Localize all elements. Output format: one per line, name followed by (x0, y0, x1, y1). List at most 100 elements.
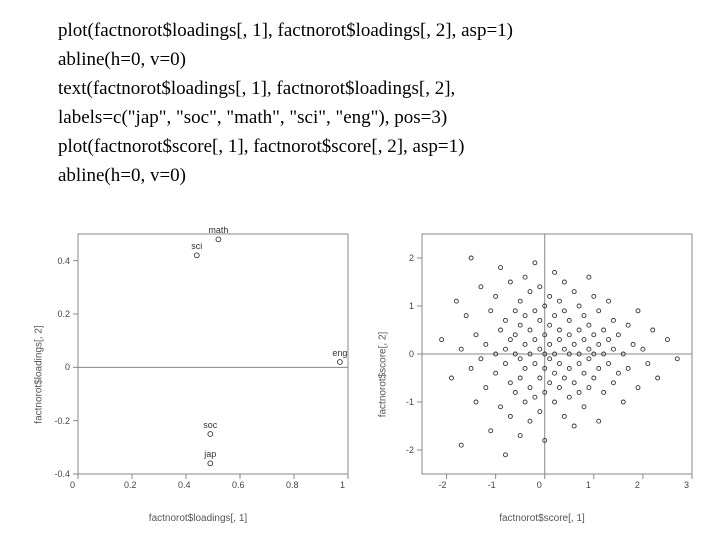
scatter-point (597, 309, 601, 313)
scatter-point (557, 299, 561, 303)
scatter-point (607, 362, 611, 366)
scatter-point (494, 371, 498, 375)
scatter-point (479, 357, 483, 361)
scatter-point (440, 338, 444, 342)
scatter-point (523, 314, 527, 318)
scatter-point (508, 338, 512, 342)
scatter-point (582, 314, 586, 318)
scatter-point (208, 432, 213, 437)
scatter-point (577, 328, 581, 332)
scatter-point (641, 347, 645, 351)
scatter-point (572, 290, 576, 294)
scatter-point (597, 419, 601, 423)
scatter-point (503, 362, 507, 366)
scatter-point (577, 362, 581, 366)
scatter-point (489, 429, 493, 433)
scatter-point (592, 294, 596, 298)
scatter-point (533, 395, 537, 399)
scatter-point (582, 405, 586, 409)
scatter-point (587, 386, 591, 390)
scatter-point (464, 314, 468, 318)
scatter-point (626, 323, 630, 327)
scatter-point (533, 362, 537, 366)
scatter-point (533, 261, 537, 265)
scatter-point (479, 285, 483, 289)
scatter-point (538, 410, 542, 414)
scatter-point (538, 318, 542, 322)
scatter-point (484, 386, 488, 390)
scatter-point (528, 290, 532, 294)
scatter-point (577, 390, 581, 394)
scatter-point (449, 376, 453, 380)
scatter-point (597, 366, 601, 370)
scatter-point (557, 338, 561, 342)
scatter-point (548, 323, 552, 327)
scatter-point (474, 400, 478, 404)
scatter-point (616, 333, 620, 337)
scatter-point (587, 323, 591, 327)
scatter-point (508, 414, 512, 418)
scatter-point (489, 309, 493, 313)
scores-xlabel: factnorot$score[, 1] (374, 513, 710, 524)
scatter-point (533, 309, 537, 313)
loadings-scatter-chart: factnorot$loadings[, 2] factnorot$loadin… (30, 224, 366, 524)
code-line: abline(h=0, v=0) (58, 45, 678, 74)
code-line: text(factnorot$loadings[, 1], factnorot$… (58, 74, 678, 103)
scatter-point (538, 376, 542, 380)
scatter-point (528, 328, 532, 332)
scatter-point (528, 386, 532, 390)
scatter-point (587, 275, 591, 279)
scatter-point (538, 285, 542, 289)
scatter-point (636, 386, 640, 390)
scatter-point (548, 294, 552, 298)
code-line: plot(factnorot$loadings[, 1], factnorot$… (58, 16, 678, 45)
scatter-point (646, 362, 650, 366)
scatter-point (518, 434, 522, 438)
scatter-point (553, 314, 557, 318)
scatter-point (665, 338, 669, 342)
scatter-point (216, 237, 221, 242)
scatter-point (562, 280, 566, 284)
scatter-point (587, 357, 591, 361)
scatter-point (553, 400, 557, 404)
scatter-point (572, 424, 576, 428)
scatter-point (587, 347, 591, 351)
scatter-point (597, 342, 601, 346)
code-line: abline(h=0, v=0) (58, 161, 678, 190)
scatter-point (518, 323, 522, 327)
scatter-point (562, 414, 566, 418)
scatter-point (513, 390, 517, 394)
scatter-point (523, 342, 527, 346)
scatter-point (518, 299, 522, 303)
scatter-point (528, 419, 532, 423)
scatter-point (523, 366, 527, 370)
scatter-point (508, 381, 512, 385)
scatter-point (656, 376, 660, 380)
scatter-point (484, 342, 488, 346)
scatter-point (602, 390, 606, 394)
scatter-point (518, 357, 522, 361)
scatter-point (503, 453, 507, 457)
scatter-point (208, 461, 213, 466)
scatter-point (675, 357, 679, 361)
scatter-point (469, 256, 473, 260)
loadings-xlabel: factnorot$loadings[, 1] (30, 513, 366, 524)
scatter-point (513, 333, 517, 337)
scatter-point (474, 333, 478, 337)
scatter-point (513, 309, 517, 313)
scatter-point (616, 371, 620, 375)
scores-scatter-chart: factnorot$score[, 2] factnorot$score[, 1… (374, 224, 710, 524)
scatter-point (548, 342, 552, 346)
scatter-point (572, 342, 576, 346)
code-block: plot(factnorot$loadings[, 1], factnorot$… (58, 16, 678, 190)
scatter-point (523, 400, 527, 404)
chart-svg (374, 224, 710, 514)
scatter-point (459, 443, 463, 447)
scatter-point (557, 328, 561, 332)
scatter-point (607, 338, 611, 342)
scatter-point (611, 381, 615, 385)
scatter-point (611, 347, 615, 351)
scatter-point (548, 381, 552, 385)
scatter-point (592, 376, 596, 380)
scatter-point (562, 376, 566, 380)
